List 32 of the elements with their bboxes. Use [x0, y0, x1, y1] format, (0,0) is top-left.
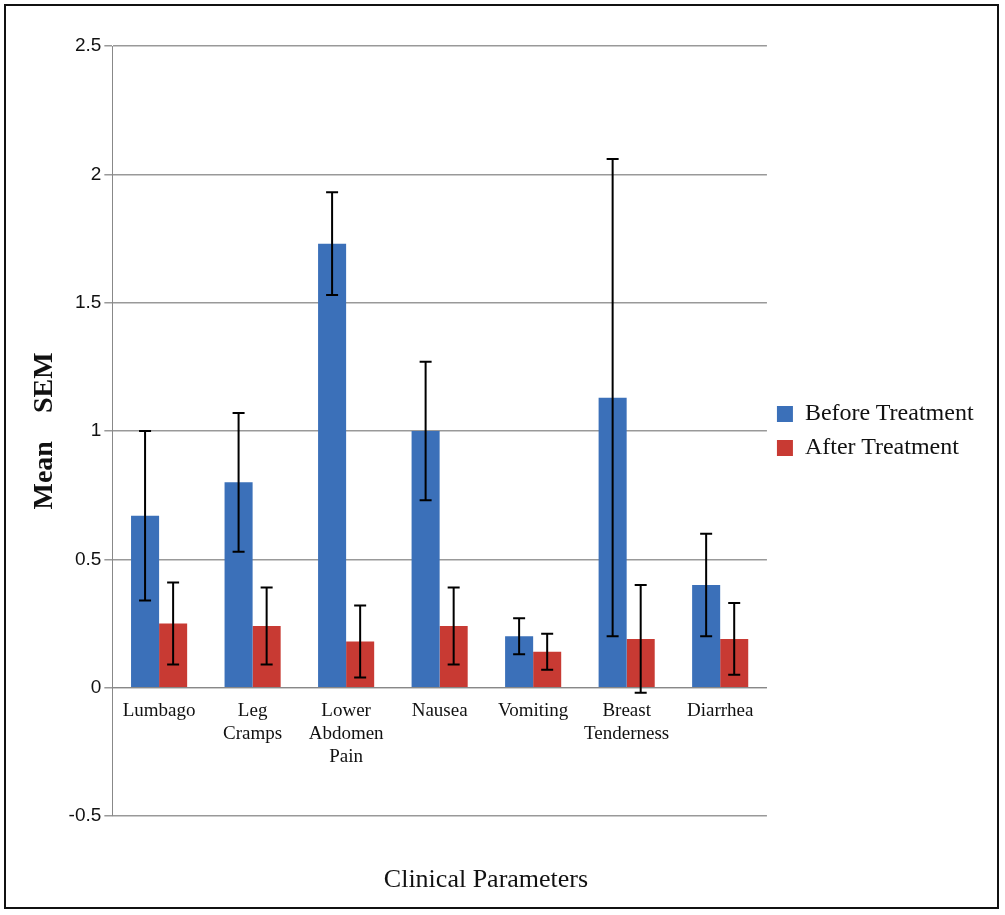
bar — [252, 626, 281, 687]
bar — [598, 397, 627, 687]
y-tick-label: 1 — [90, 419, 102, 441]
legend-label: Before Treatment — [804, 399, 974, 426]
bar — [533, 651, 562, 687]
y-tick-label: -0.5 — [68, 804, 102, 826]
y-tick-label: 0.5 — [74, 547, 102, 569]
x-tick-label: Nausea — [411, 699, 469, 721]
x-tick-label: Lower Abdomen Pain — [308, 699, 385, 766]
x-tick-label: Leg Cramps — [223, 699, 283, 743]
x-axis-title: Clinical Parameters — [382, 864, 590, 894]
y-tick-label: 0 — [90, 675, 102, 697]
bar — [720, 638, 749, 687]
legend-label: After Treatment — [804, 433, 960, 460]
bar — [505, 636, 534, 687]
y-tick-label: 2 — [90, 162, 102, 184]
y-tick-label: 1.5 — [74, 290, 102, 312]
bar — [346, 641, 375, 687]
bar — [159, 623, 188, 687]
bar — [224, 482, 253, 687]
x-tick-label: Lumbago — [122, 699, 196, 721]
bar — [318, 243, 347, 687]
bar — [131, 515, 160, 687]
bar — [439, 626, 468, 687]
y-axis-title: Mean SEM — [27, 352, 59, 510]
x-tick-label: Breast Tenderness — [584, 699, 670, 743]
x-tick-label: Diarrhea — [686, 699, 754, 721]
x-tick-label: Vomiting — [497, 699, 569, 721]
y-tick-label: 2.5 — [74, 34, 102, 56]
bar — [411, 431, 440, 687]
bar — [692, 585, 721, 687]
bar — [626, 638, 655, 687]
